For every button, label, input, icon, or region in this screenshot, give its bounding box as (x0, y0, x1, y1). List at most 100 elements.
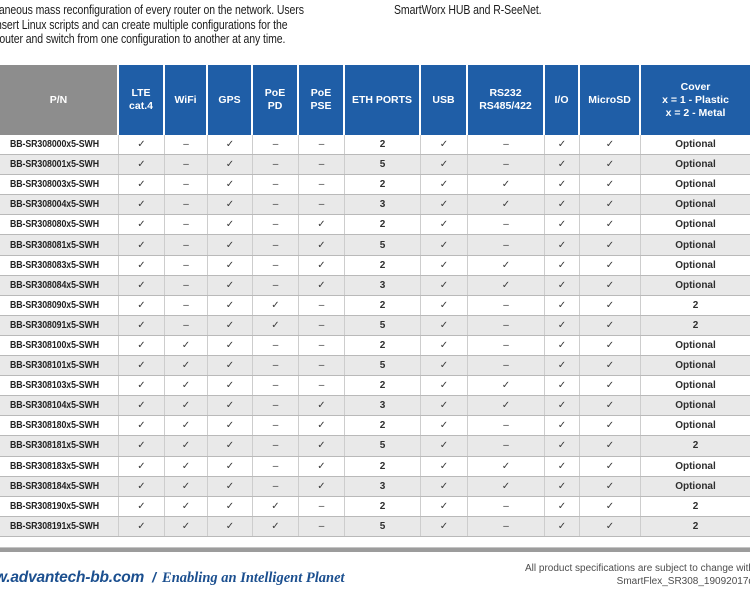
check-mark: ✓ (439, 319, 449, 331)
check-mark: ✓ (137, 199, 146, 211)
cell-poe-pd: – (253, 456, 299, 476)
dash-mark: – (183, 179, 189, 191)
cell-rs232: – (468, 356, 545, 376)
cell-eth: 2 (345, 496, 421, 516)
check-mark: ✓ (557, 360, 567, 372)
cell-poe-pse: – (299, 335, 345, 356)
check-mark: ✓ (557, 380, 567, 392)
cell-io: ✓ (545, 376, 580, 396)
check-mark: ✓ (605, 500, 615, 512)
check-mark: ✓ (225, 179, 235, 191)
cell-gps: ✓ (208, 155, 253, 175)
cell-cover: Optional (675, 339, 716, 351)
header-cell-poe-pse: PoE PSE (299, 65, 345, 135)
check-mark: ✓ (137, 520, 146, 532)
dash-mark: – (272, 259, 279, 271)
check-mark: ✓ (225, 139, 235, 151)
check-mark: ✓ (439, 460, 449, 472)
cell-usb: ✓ (421, 275, 468, 295)
check-mark: ✓ (225, 339, 235, 351)
check-mark: ✓ (605, 139, 615, 151)
table-row: BB-SR308083x5-SWH ✓ – ✓ – ✓ 2 ✓ ✓ ✓ ✓ Optional (0, 255, 750, 276)
cell-wifi: ✓ (165, 396, 208, 416)
cell-gps: ✓ (208, 195, 253, 215)
cell-rs232: ✓ (468, 376, 545, 396)
check-mark: ✓ (439, 500, 449, 512)
footer-website-link[interactable]: w.advantech-bb.com (0, 569, 145, 586)
cell-usb: ✓ (421, 295, 468, 315)
cell-microsd: ✓ (580, 315, 641, 335)
cell-poe-pse: – (299, 315, 345, 335)
cell-eth: 3 (345, 396, 421, 416)
cell-gps: ✓ (208, 456, 253, 476)
dash-mark: – (183, 299, 189, 311)
check-mark: ✓ (225, 500, 235, 512)
cell-io: ✓ (545, 275, 580, 295)
check-mark: ✓ (557, 500, 567, 512)
cell-rs232: ✓ (468, 255, 545, 275)
dash-mark: – (503, 520, 509, 532)
cell-microsd: ✓ (580, 135, 641, 155)
dash-mark: – (503, 319, 509, 331)
check-mark: ✓ (225, 480, 235, 492)
cell-lte: ✓ (119, 516, 165, 536)
cell-eth: 2 (345, 175, 421, 195)
cell-poe-pd: – (253, 135, 299, 155)
check-mark: ✓ (501, 400, 511, 412)
cell-poe-pse: – (299, 195, 345, 215)
cell-lte: ✓ (119, 376, 165, 396)
check-mark: ✓ (271, 299, 280, 311)
cell-cover: 2 (692, 440, 699, 452)
cell-poe-pse: – (299, 155, 345, 175)
check-mark: ✓ (605, 360, 615, 372)
header-cell-usb: USB (421, 65, 468, 135)
check-mark: ✓ (605, 520, 615, 532)
check-mark: ✓ (557, 400, 567, 412)
cell-eth: 2 (345, 215, 421, 235)
check-mark: ✓ (137, 339, 146, 351)
cell-io: ✓ (545, 135, 580, 155)
dash-mark: – (272, 480, 279, 492)
cell-poe-pd: – (253, 175, 299, 195)
cell-usb: ✓ (421, 315, 468, 335)
check-mark: ✓ (137, 299, 146, 311)
footer-disclaimer-line: All product specifications are subject t… (524, 563, 750, 574)
dash-mark: – (272, 239, 279, 251)
cell-poe-pd: – (253, 476, 299, 496)
cell-poe-pd: ✓ (253, 315, 299, 335)
table-row: BB-SR308100x5-SWH ✓ ✓ ✓ – – 2 ✓ – ✓ ✓ Optional (0, 335, 750, 357)
check-mark: ✓ (439, 440, 449, 452)
table-row: BB-SR308101x5-SWH ✓ ✓ ✓ – – 5 ✓ – ✓ ✓ Optional (0, 356, 750, 377)
cell-poe-pse: ✓ (299, 436, 345, 456)
cell-poe-pse: – (299, 516, 345, 536)
footer-slogan: Enabling an Intelligent Planet (162, 570, 345, 586)
cell-microsd: ✓ (580, 396, 641, 416)
check-mark: ✓ (557, 319, 567, 331)
cell-cover: Optional (675, 239, 716, 251)
check-mark: ✓ (225, 360, 235, 372)
cell-microsd: ✓ (580, 516, 641, 536)
check-mark: ✓ (181, 400, 191, 412)
dash-mark: – (183, 239, 189, 251)
cell-microsd: ✓ (580, 416, 641, 436)
cell-poe-pse: ✓ (299, 396, 345, 416)
cell-microsd: ✓ (580, 436, 641, 456)
dash-mark: – (272, 199, 279, 211)
cell-pn: BB-SR308181x5-SWH (0, 436, 119, 456)
cell-microsd: ✓ (580, 215, 641, 235)
cell-eth: 3 (345, 195, 421, 215)
dash-mark: – (272, 360, 279, 372)
cell-pn: BB-SR308084x5-SWH (0, 275, 119, 295)
cell-microsd: ✓ (580, 476, 641, 496)
cell-io: ✓ (545, 315, 580, 335)
cell-io: ✓ (545, 496, 580, 516)
cell-cover: Optional (675, 259, 716, 271)
cell-poe-pse: – (299, 175, 345, 195)
check-mark: ✓ (439, 279, 449, 291)
table-body: BB-SR308000x5-SWH ✓ – ✓ – –2 ✓ – ✓ ✓ Optional BB-SR… (0, 135, 750, 537)
check-mark: ✓ (137, 139, 146, 151)
check-mark: ✓ (225, 380, 235, 392)
cell-cover: Optional (675, 159, 716, 171)
cell-lte: ✓ (119, 255, 165, 275)
cell-microsd: ✓ (580, 175, 641, 195)
